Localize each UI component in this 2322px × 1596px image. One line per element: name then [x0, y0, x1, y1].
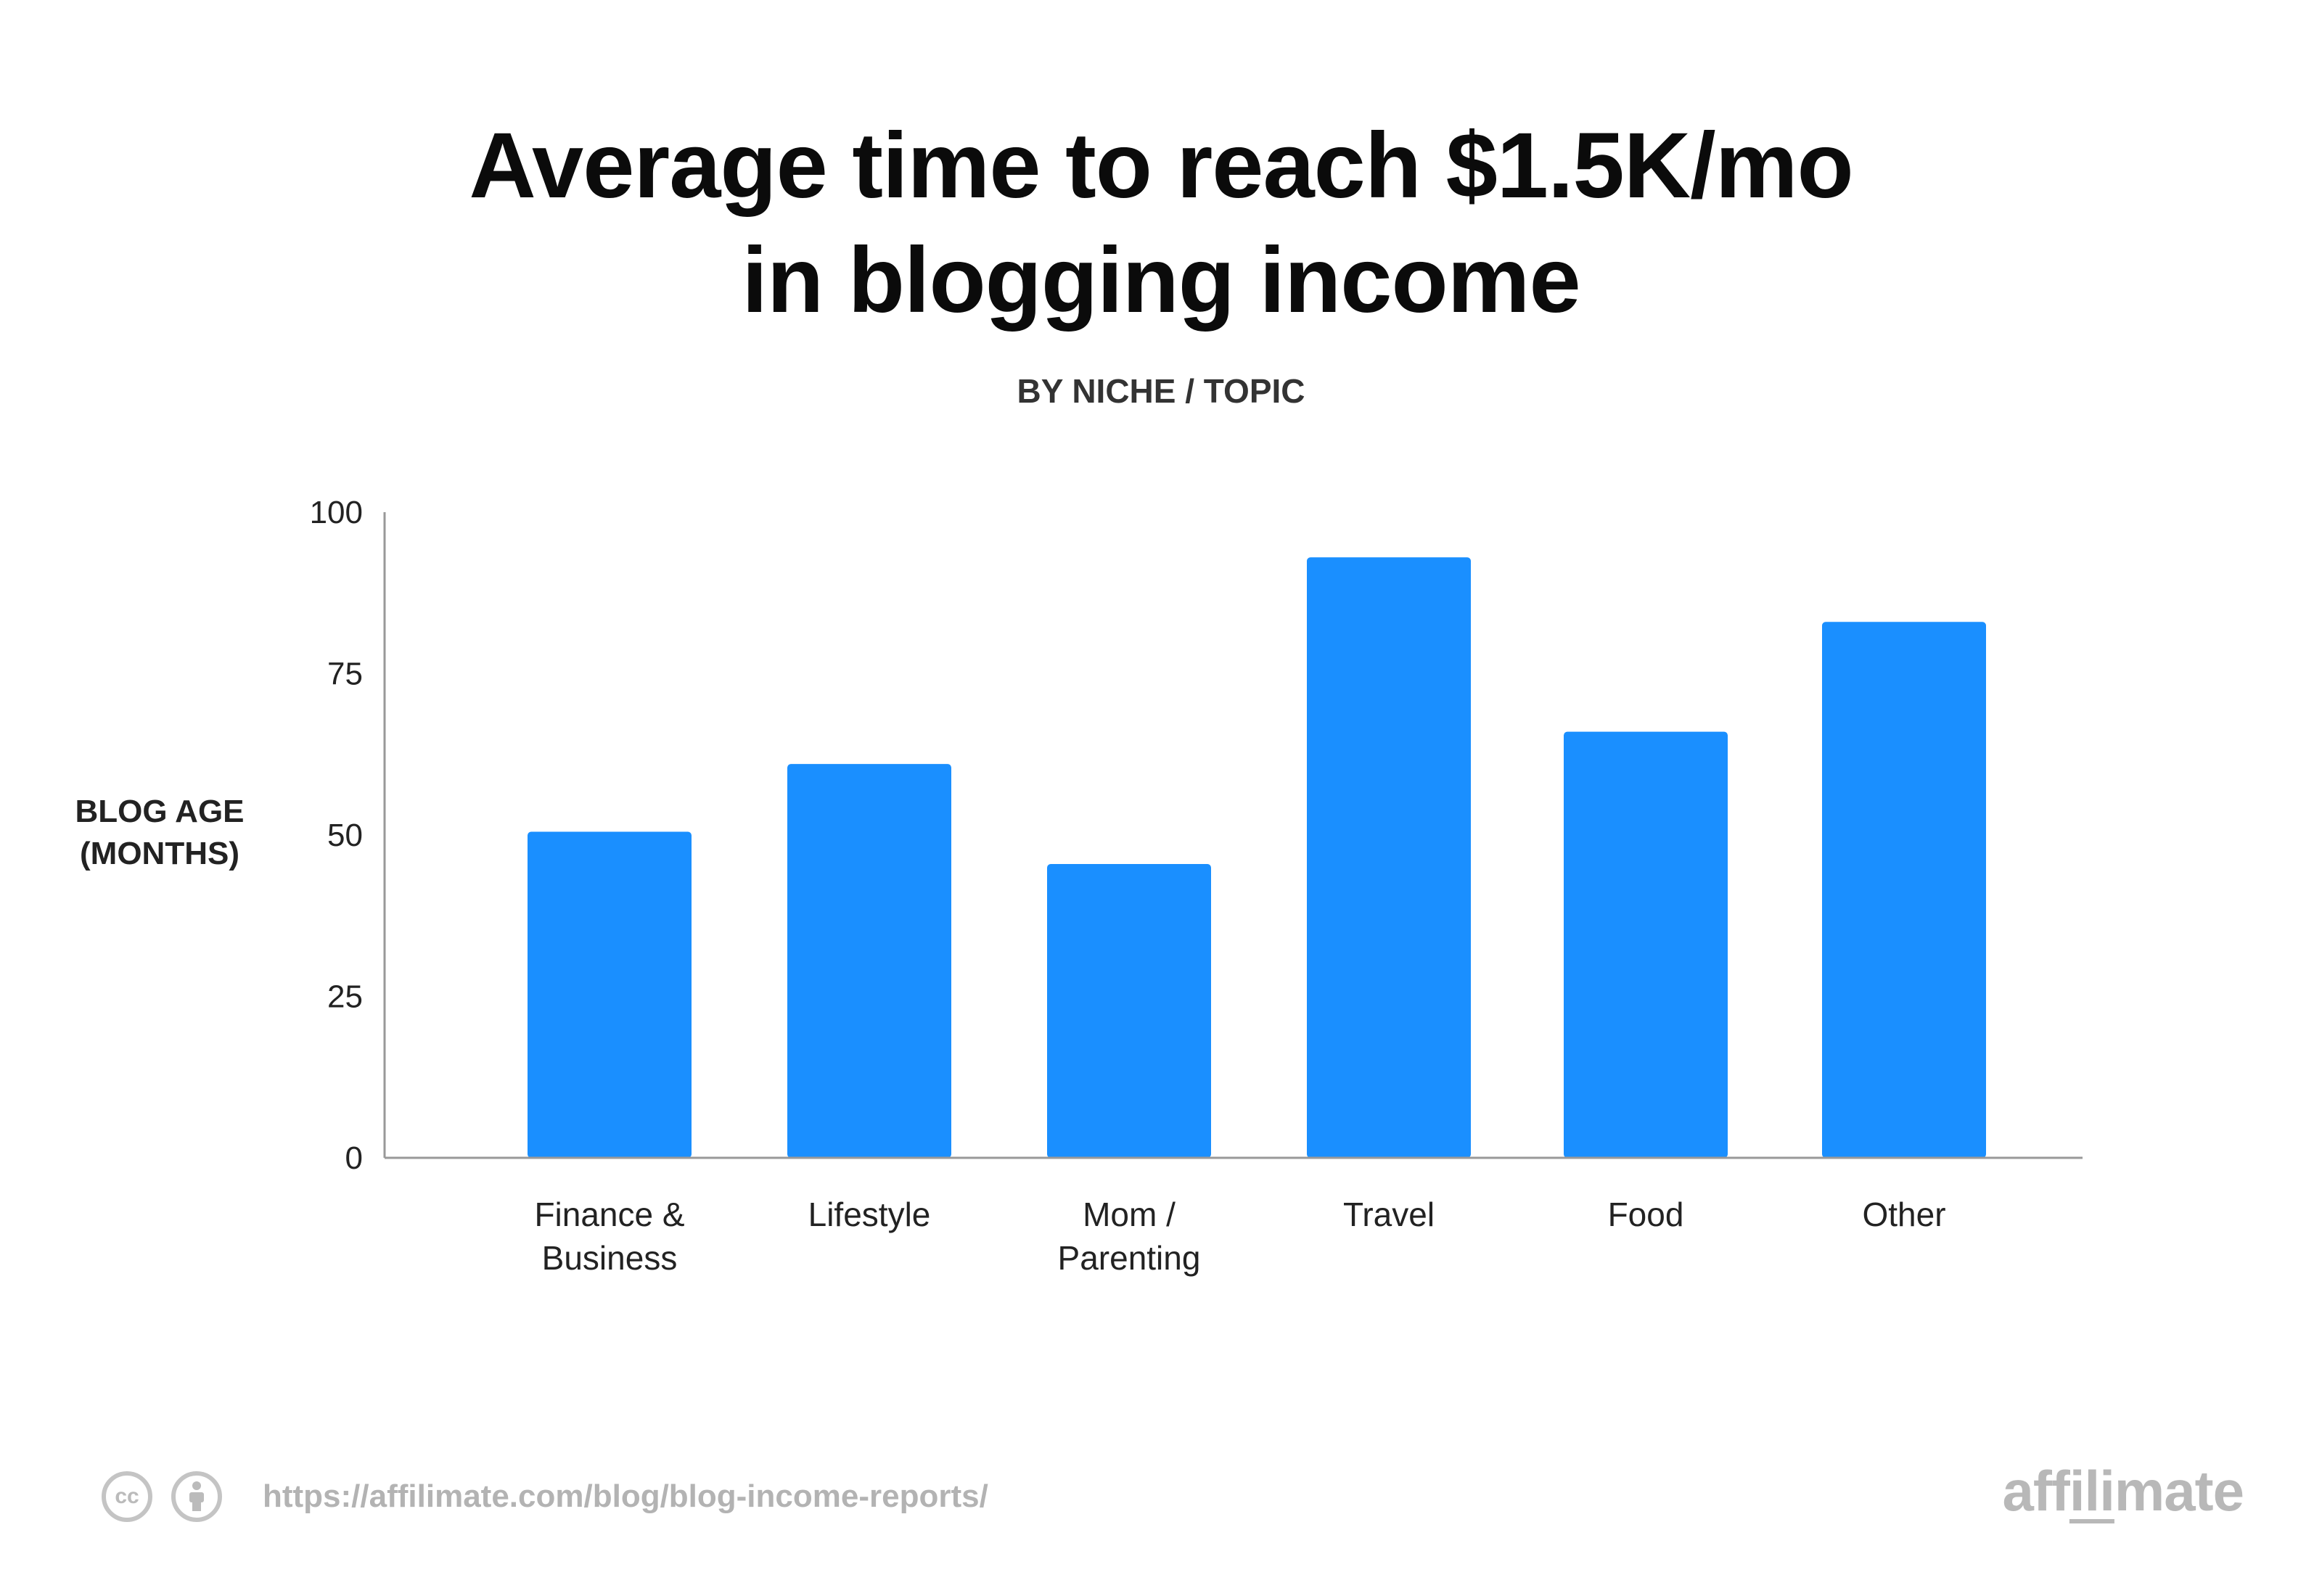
affilimate-logo: affilimate	[2002, 1459, 2244, 1523]
bar	[787, 764, 951, 1158]
y-tick-label: 25	[327, 979, 363, 1015]
bar	[1307, 557, 1471, 1158]
y-tick-label: 75	[327, 657, 363, 692]
x-category-label: Other	[1862, 1196, 1945, 1233]
x-category-label: Food	[1608, 1196, 1684, 1233]
chart-title: Average time to reach $1.5K/mo in bloggi…	[0, 109, 2322, 338]
y-tick-label: 50	[327, 818, 363, 853]
y-axis-label-line-2: (MONTHS)	[80, 836, 239, 871]
attribution-icon	[171, 1471, 222, 1522]
chart-title-line-1: Average time to reach $1.5K/mo	[469, 114, 1853, 218]
y-tick-label: 0	[345, 1140, 363, 1176]
x-category-label: Finance & Business	[534, 1196, 684, 1277]
x-categories-group: Finance & Business Lifestyle Mom / Parenting…	[534, 1196, 1945, 1277]
source-url: https://affilimate.com/blog/blog-income-…	[263, 1478, 988, 1514]
y-ticks-group: 0 25 50 75 100	[310, 495, 363, 1176]
bar	[1822, 622, 1986, 1158]
y-axis-label-line-1: BLOG AGE	[75, 794, 245, 829]
bar	[1047, 864, 1211, 1158]
y-tick-label: 100	[310, 495, 363, 530]
bar	[1564, 731, 1728, 1158]
person-icon	[189, 1481, 204, 1511]
bars-group	[528, 557, 1986, 1158]
chart-title-line-2: in blogging income	[742, 229, 1580, 332]
chart-subtitle: BY NICHE / TOPIC	[1017, 372, 1305, 410]
footer: cc https://affilimate.com/blog/blog-inco…	[102, 1464, 988, 1529]
bar	[528, 831, 692, 1158]
y-axis-label: BLOG AGE (MONTHS)	[29, 791, 290, 875]
x-category-label: Lifestyle	[808, 1196, 931, 1233]
creative-commons-icon: cc	[102, 1471, 152, 1522]
x-category-label: Travel	[1343, 1196, 1435, 1233]
x-category-label: Mom / Parenting	[1058, 1196, 1201, 1277]
